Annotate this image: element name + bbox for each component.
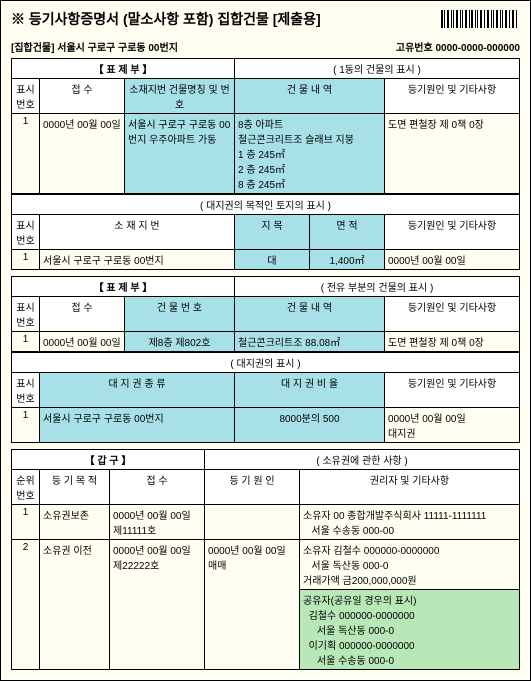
col-h: 소재지번 건물명칭 및 번호	[125, 79, 235, 114]
cell: 1	[12, 332, 40, 352]
col-h: 등 기 목 적	[40, 470, 110, 505]
unique-number: 고유번호 0000-0000-000000	[396, 39, 520, 54]
cell: 소유권 이전	[40, 540, 110, 670]
col-h: 등기원인 및 기타사항	[385, 79, 520, 114]
table-row: 1 서울시 구로구 구로동 00번지 대 1,400㎡ 0000년 00월 00…	[12, 250, 520, 270]
cell: 대	[235, 250, 310, 270]
table-row: 1 소유권보존 0000년 00월 00일제11111호 소유자 00 종합개발…	[12, 505, 520, 540]
cell: 서울시 구로구 구로동 00번지 우주아파트 가동	[125, 114, 235, 194]
section-row: ( 대지권의 표시 )	[12, 353, 520, 373]
table-row: 2 소유권 이전 0000년 00월 00일제22222호 0000년 00월 …	[12, 540, 520, 590]
section-row: 【 갑 구 】 ( 소유권에 관한 사항 )	[12, 450, 520, 470]
col-h: 표시번호	[12, 79, 40, 114]
section-sub: ( 전유 부분의 건물의 표시 )	[235, 277, 520, 297]
section-row: 【 표 제 부 】 ( 전유 부분의 건물의 표시 )	[12, 277, 520, 297]
cell: 철근콘크리트조 88.08㎡	[235, 332, 385, 352]
cell: 0000년 00월 00일매매	[205, 540, 300, 670]
cell: 2	[12, 540, 40, 670]
col-h: 표시번호	[12, 297, 40, 332]
cell: 서울시 구로구 구로동 00번지	[40, 408, 235, 443]
cell: 8층 아파트철근콘크리트조 슬래브 지붕1 층 245㎡2 층 245㎡8 층 …	[235, 114, 385, 194]
cell: 소유권보존	[40, 505, 110, 540]
col-h: 권리자 및 기타사항	[300, 470, 520, 505]
table-building-1: 【 표 제 부 】 ( 1동의 건물의 표시 ) 표시번호 접 수 소재지번 건…	[11, 58, 520, 194]
header-row: 표시번호 대 지 권 종 류 대 지 권 비 율 등기원인 및 기타사항	[12, 373, 520, 408]
col-h: 등 기 원 인	[205, 470, 300, 505]
col-h: 접 수	[110, 470, 205, 505]
cell: 1	[12, 250, 40, 270]
table-unit: 【 표 제 부 】 ( 전유 부분의 건물의 표시 ) 표시번호 접 수 건 물…	[11, 276, 520, 352]
section-label: 【 표 제 부 】	[12, 59, 235, 79]
col-h: 등기원인 및 기타사항	[385, 297, 520, 332]
property-address: [집합건물] 서울시 구로구 구로동 00번지	[11, 39, 178, 54]
cell: 0000년 00월 00일제11111호	[110, 505, 205, 540]
cell: 0000년 00월 00일	[385, 250, 520, 270]
col-h: 대 지 권 종 류	[40, 373, 235, 408]
header-row: 표시번호 접 수 건 물 번 호 건 물 내 역 등기원인 및 기타사항	[12, 297, 520, 332]
col-h: 건 물 번 호	[125, 297, 235, 332]
table-landright: ( 대지권의 표시 ) 표시번호 대 지 권 종 류 대 지 권 비 율 등기원…	[11, 352, 520, 443]
table-ownership: 【 갑 구 】 ( 소유권에 관한 사항 ) 순위번호 등 기 목 적 접 수 …	[11, 449, 520, 670]
coowner-cell: 공유자(공유일 경우의 표시) 김철수 000000-0000000 서울 독산…	[300, 590, 520, 670]
section-label: 【 갑 구 】	[12, 450, 205, 470]
cell: 0000년 00월 00일대지권	[385, 408, 520, 443]
cell: 8000분의 500	[235, 408, 385, 443]
header-row: 표시번호 소 재 지 번 지 목 면 적 등기원인 및 기타사항	[12, 215, 520, 250]
col-h: 건 물 내 역	[235, 79, 385, 114]
barcode-icon	[440, 10, 520, 28]
table-land: ( 대지권의 목적인 토지의 표시 ) 표시번호 소 재 지 번 지 목 면 적…	[11, 194, 520, 270]
header-row: 순위번호 등 기 목 적 접 수 등 기 원 인 권리자 및 기타사항	[12, 470, 520, 505]
cell: 1	[12, 114, 40, 194]
cell: 1,400㎡	[310, 250, 385, 270]
cell: 0000년 00월 00일	[40, 332, 125, 352]
section-sub: ( 1동의 건물의 표시 )	[235, 59, 520, 79]
header-row: 표시번호 접 수 소재지번 건물명칭 및 번호 건 물 내 역 등기원인 및 기…	[12, 79, 520, 114]
cell: 서울시 구로구 구로동 00번지	[40, 250, 235, 270]
cell: 0000년 00월 00일	[40, 114, 125, 194]
section-row: ( 대지권의 목적인 토지의 표시 )	[12, 195, 520, 215]
section-sub: ( 대지권의 표시 )	[12, 353, 520, 373]
page-title: ※ 등기사항증명서 (말소사항 포함) 집합건물 [제출용]	[11, 9, 321, 29]
col-h: 등기원인 및 기타사항	[385, 215, 520, 250]
col-h: 접 수	[40, 79, 125, 114]
cell: 제8층 제802호	[125, 332, 235, 352]
table-row: 1 서울시 구로구 구로동 00번지 8000분의 500 0000년 00월 …	[12, 408, 520, 443]
col-h: 소 재 지 번	[40, 215, 235, 250]
section-sub: ( 대지권의 목적인 토지의 표시 )	[12, 195, 520, 215]
col-h: 표시번호	[12, 373, 40, 408]
col-h: 대 지 권 비 율	[235, 373, 385, 408]
cell: 1	[12, 408, 40, 443]
cell: 소유자 김철수 000000-0000000 서울 독산동 000-0거래가액 …	[300, 540, 520, 590]
col-h: 면 적	[310, 215, 385, 250]
table-row: 1 0000년 00월 00일 제8층 제802호 철근콘크리트조 88.08㎡…	[12, 332, 520, 352]
table-row: 1 0000년 00월 00일 서울시 구로구 구로동 00번지 우주아파트 가…	[12, 114, 520, 194]
cell: 도면 편철장 제 0책 0장	[385, 114, 520, 194]
section-sub: ( 소유권에 관한 사항 )	[205, 450, 520, 470]
cell: 소유자 00 종합개발주식회사 11111-1111111 서울 수송동 000…	[300, 505, 520, 540]
section-row: 【 표 제 부 】 ( 1동의 건물의 표시 )	[12, 59, 520, 79]
cell: 0000년 00월 00일제22222호	[110, 540, 205, 670]
col-h: 등기원인 및 기타사항	[385, 373, 520, 408]
cell: 1	[12, 505, 40, 540]
title-row: ※ 등기사항증명서 (말소사항 포함) 집합건물 [제출용]	[11, 9, 520, 29]
col-h: 건 물 내 역	[235, 297, 385, 332]
cell	[205, 505, 300, 540]
document-page: ※ 등기사항증명서 (말소사항 포함) 집합건물 [제출용] [집합건물] 서울…	[0, 0, 531, 681]
col-h: 순위번호	[12, 470, 40, 505]
cell: 도면 편철장 제 0책 0장	[385, 332, 520, 352]
col-h: 지 목	[235, 215, 310, 250]
subheader: [집합건물] 서울시 구로구 구로동 00번지 고유번호 0000-0000-0…	[11, 39, 520, 54]
section-label: 【 표 제 부 】	[12, 277, 235, 297]
col-h: 표시번호	[12, 215, 40, 250]
col-h: 접 수	[40, 297, 125, 332]
